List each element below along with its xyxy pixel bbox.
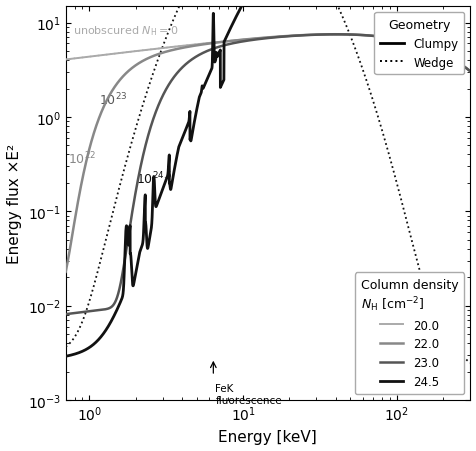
Y-axis label: Energy flux ×E²: Energy flux ×E²	[7, 143, 22, 263]
Legend: 20.0, 22.0, 23.0, 24.5: 20.0, 22.0, 23.0, 24.5	[354, 273, 463, 394]
Text: FeK
fluorescence: FeK fluorescence	[215, 383, 281, 405]
X-axis label: Energy [keV]: Energy [keV]	[218, 429, 317, 444]
Text: unobscured $N_{\rm H}=0$: unobscured $N_{\rm H}=0$	[73, 24, 178, 38]
Text: $10^{24.5}$: $10^{24.5}$	[136, 170, 172, 186]
Text: $10^{22}$: $10^{22}$	[69, 151, 97, 167]
Text: $10^{23}$: $10^{23}$	[99, 92, 127, 108]
